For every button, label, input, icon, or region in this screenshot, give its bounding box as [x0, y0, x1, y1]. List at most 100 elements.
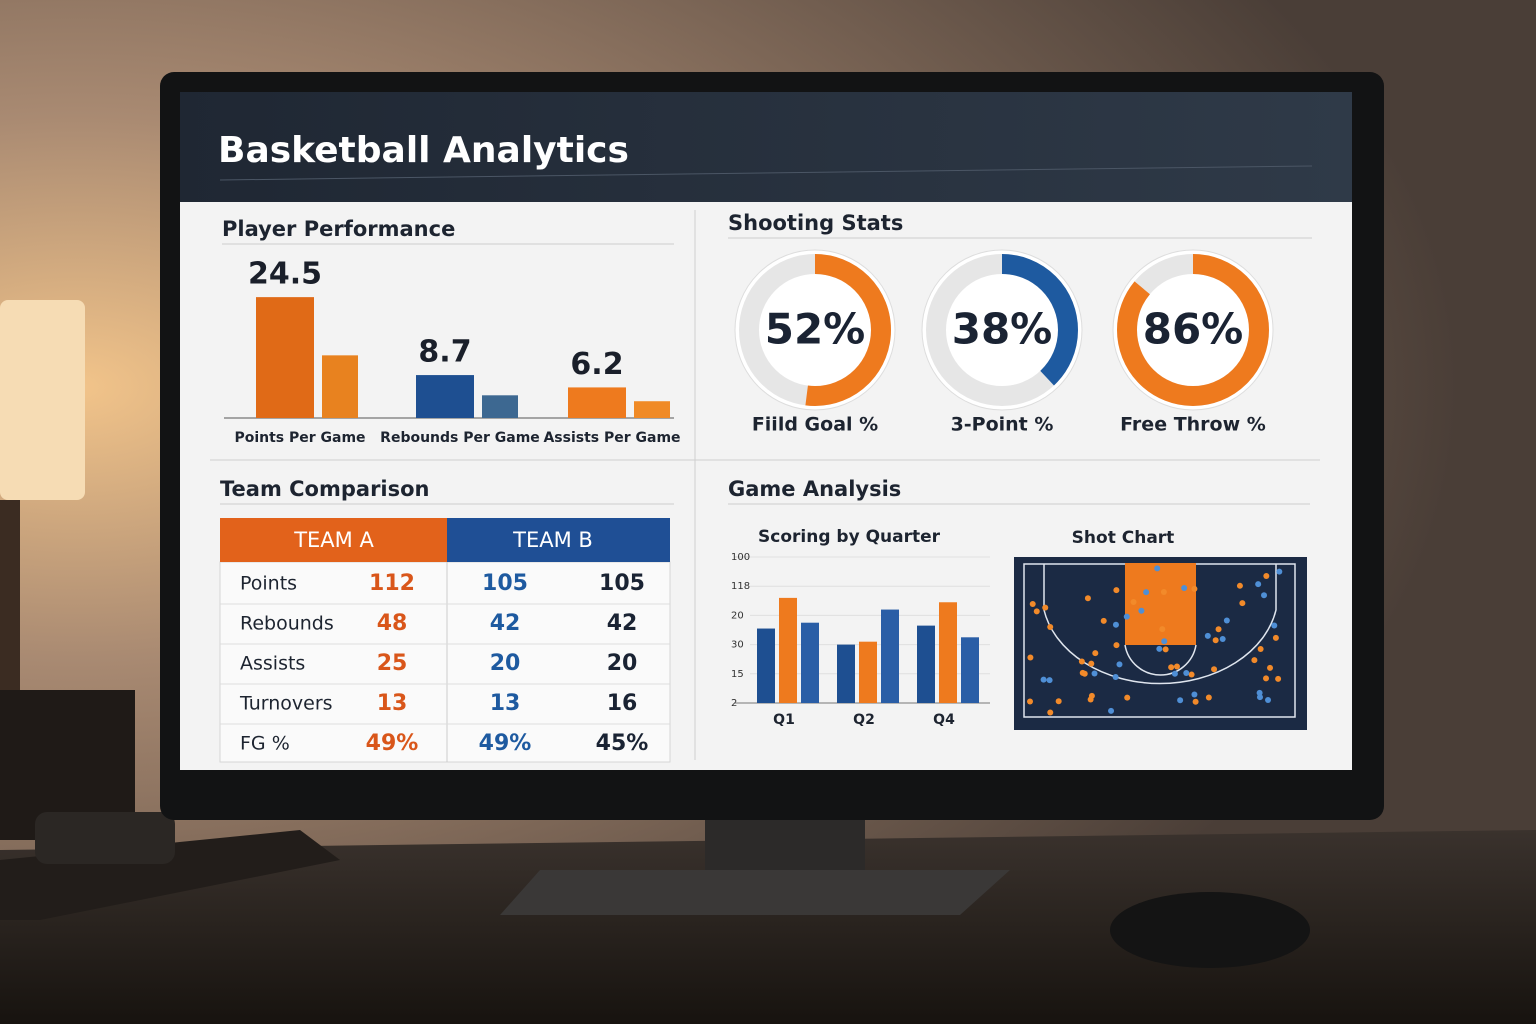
section-title: Game Analysis — [728, 477, 901, 501]
phone — [35, 812, 175, 864]
bar — [482, 395, 518, 418]
bar — [939, 602, 957, 703]
shot-dot — [1212, 637, 1219, 644]
donut-value: 38% — [952, 305, 1053, 354]
shot-dot — [1108, 707, 1115, 714]
lamp-base — [0, 500, 20, 700]
shot-dot — [1205, 694, 1212, 701]
value-label: 8.7 — [418, 335, 471, 370]
shot-dot — [1138, 607, 1145, 614]
donut-value: 52% — [765, 305, 866, 354]
shot-dot — [1116, 661, 1123, 668]
shot-dot — [1027, 698, 1034, 705]
shot-dot — [1042, 604, 1049, 611]
shot-dot — [1236, 582, 1243, 589]
shot-dot — [1143, 589, 1150, 596]
shot-dot — [1100, 617, 1107, 624]
x-tick-label: Rebounds Per Game — [380, 430, 540, 446]
shot-dot — [1267, 664, 1274, 671]
team-b-header — [447, 518, 670, 562]
shot-dot — [1084, 595, 1091, 602]
shot-dot — [1079, 669, 1086, 676]
shot-dot — [1215, 626, 1222, 633]
table-cell: 20 — [607, 651, 638, 676]
table-cell: Rebounds — [240, 613, 334, 635]
shot-dot — [1029, 601, 1036, 608]
table-cell: 105 — [599, 571, 645, 596]
dashboard-title: Basketball Analytics — [218, 130, 629, 171]
section-title: Team Comparison — [220, 477, 430, 501]
shot-dot — [1171, 670, 1178, 677]
shot-dot — [1130, 599, 1137, 606]
shot-dot — [1181, 584, 1188, 591]
y-tick-label: 118 — [731, 581, 750, 592]
shot-dot — [1191, 585, 1198, 592]
lamp-shade — [0, 300, 85, 500]
screen-header — [180, 92, 1352, 202]
table-cell: FG % — [240, 733, 290, 755]
shot-dot — [1124, 694, 1131, 701]
shot-dot — [1161, 638, 1168, 645]
shot-dot — [1192, 698, 1199, 705]
shot-dot — [1271, 622, 1278, 629]
shot-dot — [1239, 600, 1246, 607]
chart-title: Shot Chart — [1072, 528, 1175, 548]
table-cell: 13 — [377, 691, 408, 716]
table-cell: 13 — [490, 691, 521, 716]
shot-dot — [1113, 642, 1120, 649]
shot-dot — [1173, 663, 1180, 670]
x-tick-label: Assists Per Game — [543, 430, 680, 446]
shot-dot — [1033, 608, 1040, 615]
table-cell: 49% — [366, 731, 419, 756]
desk — [0, 830, 1536, 1024]
table-cell: 42 — [490, 611, 521, 636]
bar — [859, 641, 877, 703]
shot-dot — [1177, 697, 1184, 704]
shot-dot — [1047, 709, 1054, 716]
shot-dot — [1088, 660, 1095, 667]
column-header: TEAM A — [293, 528, 374, 552]
shot-dot — [1027, 654, 1034, 661]
x-tick-label: Q1 — [773, 712, 795, 728]
shot-dot — [1256, 689, 1263, 696]
table-cell: 25 — [377, 651, 408, 676]
chart-title: Scoring by Quarter — [758, 527, 941, 547]
y-tick-label: 2 — [731, 698, 737, 709]
shot-dot — [1191, 691, 1198, 698]
bar — [322, 355, 358, 418]
shot-dot — [1112, 674, 1119, 681]
shot-dot — [1162, 646, 1169, 653]
shot-dot — [1088, 692, 1095, 699]
shot-dot — [1211, 666, 1218, 673]
column-header: TEAM B — [512, 528, 593, 552]
shot-dot — [1055, 698, 1062, 705]
shot-dot — [1156, 645, 1163, 652]
bar — [917, 625, 935, 703]
table-cell: 42 — [607, 611, 638, 636]
mouse — [1110, 892, 1310, 968]
shot-dot — [1263, 675, 1270, 682]
shot-dot — [1160, 589, 1167, 596]
shot-dot — [1078, 658, 1085, 665]
table-cell: 49% — [479, 731, 532, 756]
bar — [801, 622, 819, 703]
shot-dot — [1046, 677, 1053, 684]
shot-dot — [1219, 635, 1226, 642]
shot-dot — [1091, 670, 1098, 677]
bar — [779, 597, 797, 703]
shot-dot — [1168, 664, 1175, 671]
table-cell: 48 — [377, 611, 408, 636]
y-tick-label: 30 — [731, 640, 744, 651]
shot-dot — [1255, 581, 1262, 588]
x-tick-label: Q4 — [933, 712, 955, 728]
free-throw-arc — [1124, 644, 1197, 676]
table-cell: 16 — [607, 691, 638, 716]
shot-dot — [1251, 657, 1258, 664]
three-point-arc — [1043, 564, 1277, 685]
table-body — [219, 561, 671, 763]
donut-value: 86% — [1143, 305, 1244, 354]
shot-dot — [1183, 669, 1190, 676]
team-a-header — [220, 518, 447, 562]
shot-dot — [1159, 626, 1166, 633]
